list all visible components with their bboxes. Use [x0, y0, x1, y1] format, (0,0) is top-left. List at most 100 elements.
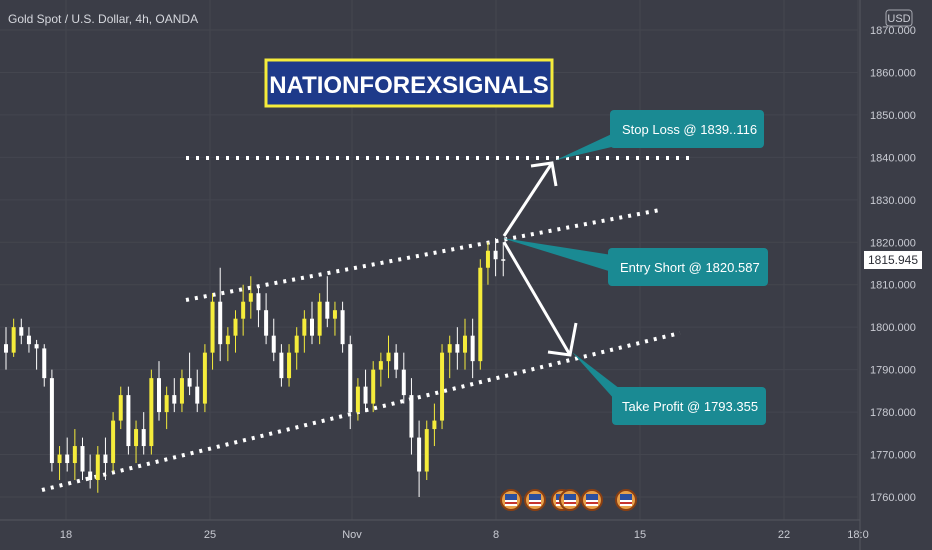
candle — [386, 335, 391, 379]
candle-body — [241, 301, 246, 319]
candle — [485, 242, 490, 285]
candle — [340, 301, 345, 353]
candle — [310, 301, 314, 345]
candle — [371, 361, 376, 413]
candle — [463, 318, 467, 370]
candle — [325, 276, 330, 328]
candle — [225, 327, 230, 362]
candle-body — [164, 395, 169, 413]
candle — [363, 369, 368, 413]
candle — [447, 335, 452, 379]
y-tick-label: 1760.000 — [870, 492, 916, 504]
candle — [455, 327, 460, 370]
us-flag-event-icon[interactable] — [559, 489, 581, 511]
candle-body — [302, 318, 307, 336]
candle — [233, 310, 238, 353]
candle-body — [493, 250, 498, 260]
candle — [57, 446, 62, 481]
candle-body — [72, 446, 77, 464]
candle — [19, 318, 24, 345]
candle — [118, 386, 123, 430]
x-tick-label: Nov — [342, 529, 362, 541]
candle — [149, 369, 154, 455]
candle — [378, 352, 383, 387]
y-tick-label: 1870.000 — [870, 25, 916, 37]
candle-body — [470, 335, 475, 362]
candle — [195, 369, 200, 413]
candle-body — [42, 348, 47, 379]
candle-body — [187, 378, 192, 387]
candle-body — [202, 352, 207, 404]
us-flag-event-icon[interactable] — [500, 489, 522, 511]
candle — [187, 352, 192, 396]
currency-badge[interactable]: USD — [885, 9, 913, 27]
x-tick-label: 18:0 — [847, 529, 868, 541]
candle — [11, 318, 16, 357]
y-tick-label: 1790.000 — [870, 365, 916, 377]
candle-body — [317, 301, 322, 336]
price-axis: 1870.000 1860.000 1850.000 1840.000 1830.000… — [859, 0, 916, 550]
candle-body — [225, 335, 230, 345]
candle-body — [325, 301, 330, 319]
candle — [95, 446, 100, 493]
down-arrow — [502, 241, 578, 357]
y-tick-label: 1800.000 — [870, 322, 916, 334]
candle-body — [340, 310, 345, 345]
candle-body — [378, 361, 383, 370]
candle-body — [264, 310, 269, 336]
candle-body — [371, 369, 376, 404]
candle — [493, 238, 498, 277]
candle — [394, 344, 399, 379]
candle — [126, 386, 131, 455]
candle — [355, 378, 360, 421]
y-tick-label: 1770.000 — [870, 450, 916, 462]
candle — [103, 437, 108, 481]
candle-body — [195, 386, 200, 404]
candle — [202, 344, 207, 413]
candle — [248, 276, 253, 319]
us-flag-event-icon[interactable] — [524, 489, 546, 511]
us-flag-event-icon[interactable] — [615, 489, 637, 511]
candle-body — [118, 395, 123, 421]
candle — [501, 242, 506, 277]
y-tick-label: 1860.000 — [870, 67, 916, 79]
candle-body — [4, 344, 8, 353]
candle — [141, 412, 146, 455]
candle — [294, 327, 299, 370]
x-tick-label: 25 — [204, 529, 216, 541]
currency-badge-text: USD — [887, 13, 910, 25]
candle — [210, 293, 215, 370]
candle-body — [294, 335, 299, 353]
candle — [172, 378, 177, 413]
candle-body — [279, 352, 284, 379]
candle — [256, 284, 261, 328]
candle — [440, 344, 445, 430]
entry-callout: Entry Short @ 1820.587 — [502, 238, 768, 286]
candle — [4, 327, 8, 370]
candle — [332, 301, 337, 336]
candle-body — [417, 437, 422, 472]
us-flag-event-icon[interactable] — [581, 489, 603, 511]
candle-body — [355, 386, 360, 413]
candle-body — [80, 446, 85, 472]
entry-label: Entry Short @ 1820.587 — [620, 260, 760, 275]
candle — [264, 293, 269, 345]
candle — [348, 335, 353, 430]
candle-body — [111, 420, 116, 464]
last-price-tag: 1815.945 — [864, 251, 922, 269]
y-tick-label: 1830.000 — [870, 195, 916, 207]
candle-body — [103, 454, 108, 464]
candle — [157, 361, 161, 421]
candle — [417, 420, 422, 497]
candle — [34, 339, 39, 370]
x-tick-label: 18 — [60, 529, 72, 541]
candle-body — [287, 352, 292, 379]
candle-body — [401, 369, 406, 396]
candle — [26, 327, 31, 353]
candle-body — [248, 293, 253, 302]
stop-loss-label: Stop Loss @ 1839..116 — [622, 122, 757, 137]
x-tick-label: 15 — [634, 529, 646, 541]
candle — [432, 403, 437, 447]
candle-body — [57, 454, 62, 464]
